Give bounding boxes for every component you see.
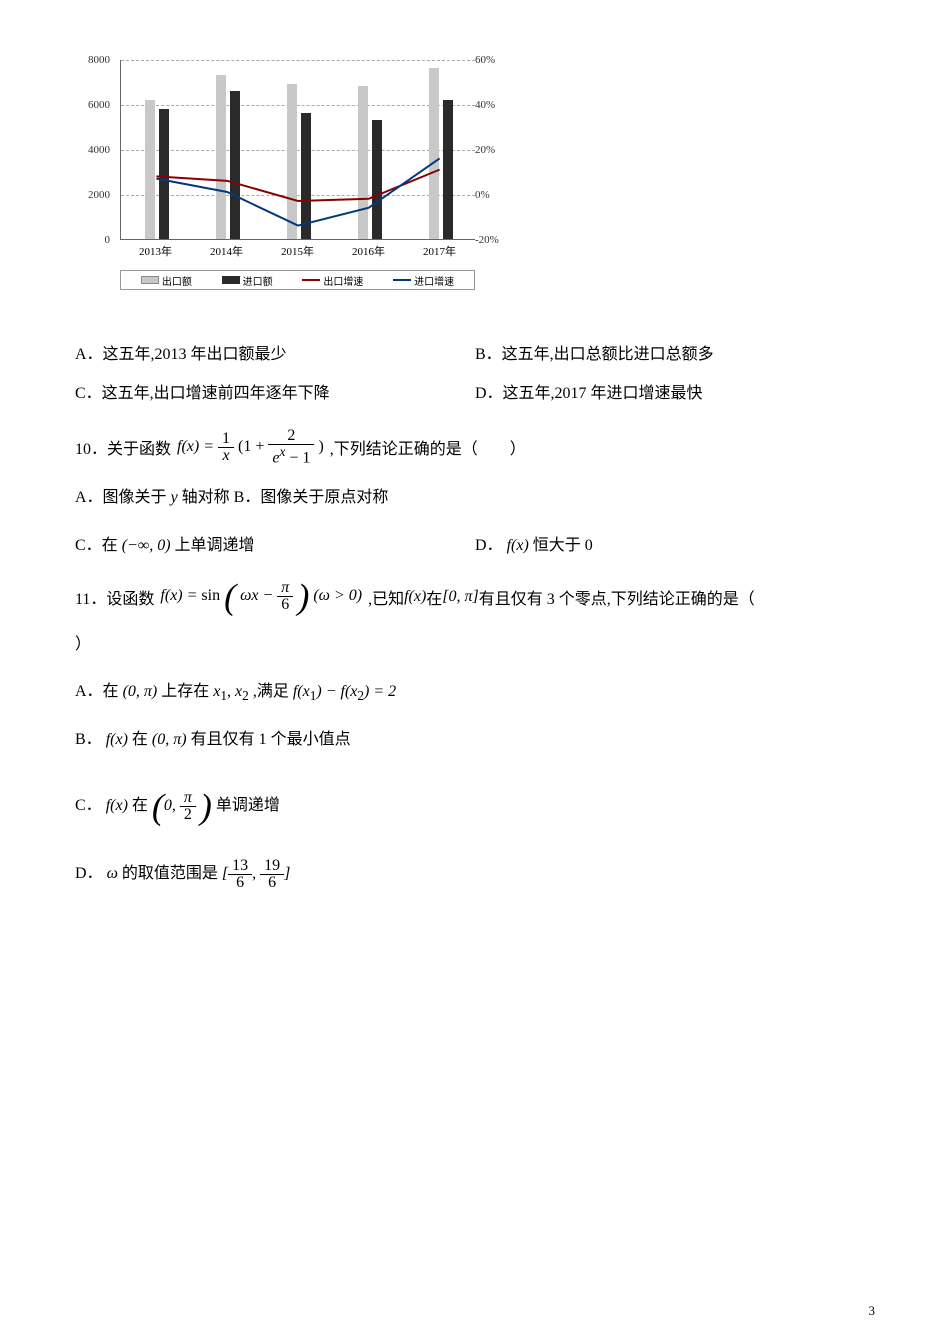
q10-c-pre: C．在 — [75, 537, 118, 554]
legend-label: 进口增速 — [414, 273, 454, 288]
q11-c-pre: C． — [75, 797, 102, 814]
x-label: 2016年 — [333, 243, 404, 259]
interval: [0, π] — [442, 588, 478, 606]
q11-b-post: 有且仅有 1 个最小值点 — [191, 731, 351, 748]
q11-choice-d: D． ω 的取值范围是 [136, 196] — [75, 858, 875, 891]
y-tick: 40% — [475, 99, 515, 111]
x1x2: x1, x2 — [213, 683, 253, 700]
bar-import — [159, 109, 169, 240]
y-tick: 4000 — [75, 144, 110, 156]
y-tick: 20% — [475, 144, 515, 156]
y-tick: 2000 — [75, 189, 110, 201]
bar-import — [443, 100, 453, 240]
fx: f(x) — [404, 588, 426, 606]
x-label: 2017年 — [404, 243, 475, 259]
legend-item: 进口额 — [222, 273, 273, 288]
bar-import — [301, 113, 311, 239]
q10-d-post: 恒大于 0 — [533, 537, 593, 554]
q10-choice-d: D． f(x) 恒大于 0 — [475, 531, 875, 555]
y-tick: 60% — [475, 54, 515, 66]
x-label: 2013年 — [120, 243, 191, 259]
q11-close: ） — [75, 631, 875, 660]
fx: f(x) — [106, 731, 128, 748]
chart-legend: 出口额 进口额 出口增速 进口增速 — [120, 270, 475, 290]
q9-choice-c: C．这五年,出口增速前四年逐年下降 — [75, 379, 475, 403]
q11-mid2: 在 — [426, 585, 442, 609]
y-tick: 8000 — [75, 54, 110, 66]
chart-area — [120, 60, 475, 240]
legend-item: 出口增速 — [302, 273, 363, 288]
q10-row-cd: C．在 (−∞, 0) 上单调递增 D． f(x) 恒大于 0 — [75, 531, 875, 555]
fx: f(x) — [507, 537, 529, 554]
x-label: 2015年 — [262, 243, 333, 259]
bar-export — [429, 68, 439, 239]
q11-b-pre: B． — [75, 731, 102, 748]
q10-prefix: 10．关于函数 — [75, 435, 171, 459]
q11-stem: 11．设函数 f(x) = sin ( ωx − π6 ) (ω > 0) ,已… — [75, 580, 875, 613]
q10-suffix: ,下列结论正确的是（ ） — [330, 435, 526, 459]
q11-formula: f(x) = sin ( ωx − π6 ) (ω > 0) — [160, 580, 362, 613]
q11-a-mid2: ,满足 — [253, 683, 289, 700]
page-number: 3 — [869, 1303, 876, 1319]
q10-stem: 10．关于函数 f(x) = 1x (1 + 2ex − 1 ) ,下列结论正确… — [75, 428, 875, 466]
range: [136, 196] — [222, 865, 290, 882]
x-axis: 2013年 2014年 2015年 2016年 2017年 — [120, 243, 475, 258]
q11-choice-a: A．在 (0, π) 上存在 x1, x2 ,满足 f(x1) − f(x2) … — [75, 678, 875, 708]
q11-prefix: 11．设函数 — [75, 585, 154, 609]
q9-choice-d: D．这五年,2017 年进口增速最快 — [475, 379, 875, 403]
q11-choice-b: B． f(x) 在 (0, π) 有且仅有 1 个最小值点 — [75, 726, 875, 755]
q11-c-post: 单调递增 — [216, 797, 280, 814]
y-axis-left: 0 2000 4000 6000 8000 — [75, 50, 115, 250]
interval: (0, π) — [152, 731, 187, 748]
q11-c-mid: 在 — [132, 797, 148, 814]
q10-choice-c: C．在 (−∞, 0) 上单调递增 — [75, 531, 475, 555]
legend-label: 出口增速 — [323, 273, 363, 288]
legend-label: 出口额 — [162, 273, 192, 288]
q10-a-pre: A．图像关于 — [75, 489, 167, 506]
q11-suffix: 有且仅有 3 个零点,下列结论正确的是（ — [479, 585, 755, 609]
diff: f(x1) − f(x2) = 2 — [293, 683, 396, 700]
y-var: y — [171, 489, 182, 506]
q11-d-mid: 的取值范围是 — [122, 865, 218, 882]
y-tick: 0% — [475, 189, 515, 201]
bar-import — [230, 91, 240, 240]
q11-b-mid: 在 — [132, 731, 148, 748]
interval: (0, π) — [123, 683, 158, 700]
omega: ω — [107, 865, 118, 882]
bar-export — [216, 75, 226, 239]
bar-export — [358, 86, 368, 239]
q11-d-pre: D． — [75, 865, 103, 882]
q9-choice-b: B．这五年,出口总额比进口总额多 — [475, 340, 875, 364]
q9-row2: C．这五年,出口增速前四年逐年下降 D．这五年,2017 年进口增速最快 — [75, 379, 875, 403]
y-tick: 6000 — [75, 99, 110, 111]
y-tick: -20% — [475, 234, 515, 246]
q11-mid: ,已知 — [368, 585, 404, 609]
q10-d-pre: D． — [475, 537, 503, 554]
y-axis-right: -20% 0% 20% 40% 60% — [470, 50, 515, 250]
bar-export — [287, 84, 297, 239]
q10-choice-ab: A．图像关于 y 轴对称 B．图像关于原点对称 — [75, 484, 875, 513]
q11-a-pre: A．在 — [75, 683, 119, 700]
q11-a-mid: 上存在 — [161, 683, 209, 700]
legend-item: 出口额 — [141, 273, 192, 288]
legend-item: 进口增速 — [393, 273, 454, 288]
q11-choice-c: C． f(x) 在 (0, π2 ) 单调递增 — [75, 790, 875, 823]
q10-formula: f(x) = 1x (1 + 2ex − 1 ) — [177, 428, 324, 466]
fx: f(x) — [106, 797, 128, 814]
interval: (−∞, 0) — [122, 537, 171, 554]
trade-chart: 0 2000 4000 6000 8000 -20% 0% 20% 40% 60… — [75, 50, 515, 310]
x-label: 2014年 — [191, 243, 262, 259]
q10-c-post: 上单调递增 — [175, 537, 255, 554]
interval: (0, π2 ) — [152, 797, 216, 814]
bar-export — [145, 100, 155, 240]
legend-label: 进口额 — [243, 273, 273, 288]
bar-import — [372, 120, 382, 239]
q9-choice-a: A．这五年,2013 年出口额最少 — [75, 340, 475, 364]
y-tick: 0 — [75, 234, 110, 246]
q9-row1: A．这五年,2013 年出口额最少 B．这五年,出口总额比进口总额多 — [75, 340, 875, 364]
q10-a-mid: 轴对称 B．图像关于原点对称 — [182, 489, 389, 506]
